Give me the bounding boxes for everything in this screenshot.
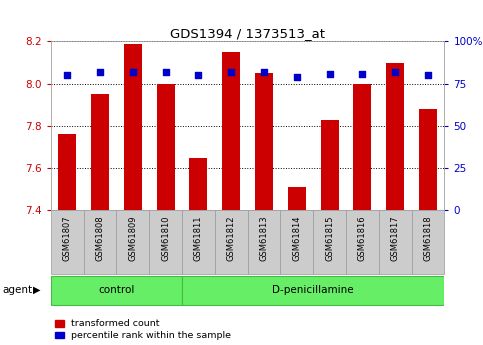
Bar (247, 210, 280, 274)
Point (129, 69, 137, 75)
Text: GSM61814: GSM61814 (292, 216, 301, 261)
Text: D-penicillamine: D-penicillamine (272, 285, 354, 295)
Bar (354, 84, 371, 210)
Bar (313, 210, 346, 274)
Bar (346, 210, 379, 274)
Bar (116, 210, 149, 274)
Point (424, 72, 432, 78)
Point (358, 71, 366, 76)
Bar (58, 135, 76, 210)
Bar (156, 84, 174, 210)
Bar (84, 210, 116, 274)
Text: control: control (98, 285, 134, 295)
Bar (182, 210, 215, 274)
Text: GSM61808: GSM61808 (96, 216, 104, 261)
Bar (321, 120, 339, 210)
Bar (51, 276, 182, 305)
Bar (149, 210, 182, 274)
Point (227, 69, 235, 75)
Legend: transformed count, percentile rank within the sample: transformed count, percentile rank withi… (56, 319, 231, 340)
Point (326, 71, 333, 76)
Text: GSM61816: GSM61816 (358, 216, 367, 261)
Bar (419, 109, 437, 210)
Bar (91, 94, 109, 210)
Point (63, 72, 71, 78)
Bar (412, 210, 444, 274)
Point (162, 69, 170, 75)
Point (293, 74, 300, 80)
Bar (51, 210, 84, 274)
Bar (386, 62, 404, 210)
Point (391, 69, 399, 75)
Bar (222, 52, 240, 210)
Text: GSM61810: GSM61810 (161, 216, 170, 261)
Bar (189, 158, 207, 210)
Point (96, 69, 104, 75)
Bar (379, 210, 412, 274)
Point (195, 72, 202, 78)
Text: GSM61817: GSM61817 (391, 216, 399, 261)
Text: ▶: ▶ (33, 285, 41, 295)
Bar (124, 43, 142, 210)
Point (260, 69, 268, 75)
Text: GSM61807: GSM61807 (63, 216, 71, 261)
Text: agent: agent (2, 285, 32, 295)
Title: GDS1394 / 1373513_at: GDS1394 / 1373513_at (170, 27, 325, 40)
Text: GSM61813: GSM61813 (259, 216, 269, 261)
Text: GSM61811: GSM61811 (194, 216, 203, 261)
Bar (288, 187, 306, 210)
Bar (182, 276, 444, 305)
Bar (215, 210, 247, 274)
Text: GSM61815: GSM61815 (325, 216, 334, 261)
Text: GSM61812: GSM61812 (227, 216, 236, 261)
Bar (280, 210, 313, 274)
Text: GSM61818: GSM61818 (424, 216, 432, 261)
Bar (255, 73, 273, 210)
Text: GSM61809: GSM61809 (128, 216, 137, 261)
